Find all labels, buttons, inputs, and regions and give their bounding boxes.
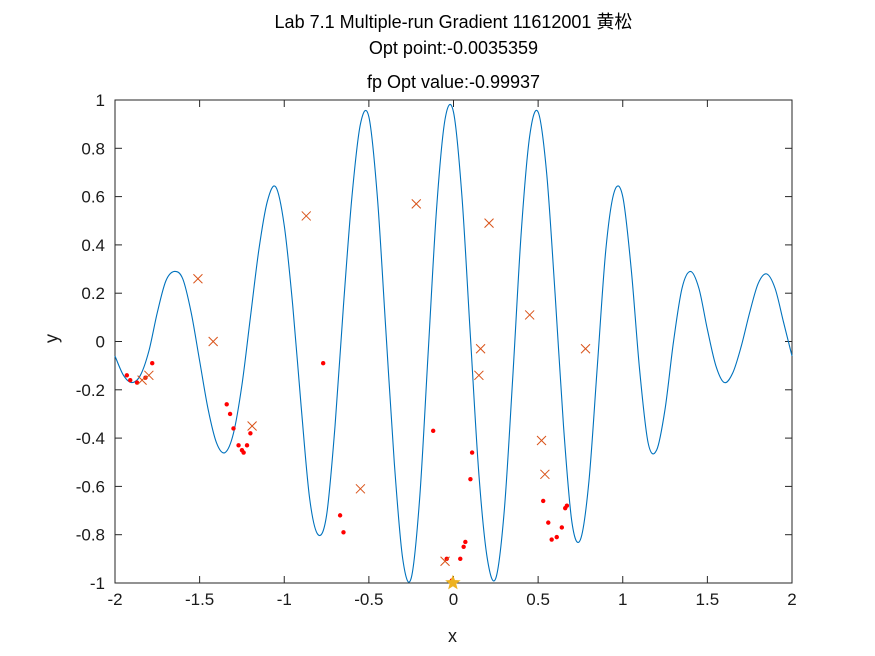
y-tick-label: 0: [96, 333, 105, 352]
x-tick-label: 0.5: [526, 590, 550, 609]
iterate-point: [231, 426, 236, 431]
iterate-point: [546, 520, 551, 525]
start-point-marker: [247, 421, 257, 431]
iterate-point: [564, 503, 570, 508]
iterate-point: [559, 525, 565, 530]
iterate-point: [227, 411, 233, 417]
iterate-point: [150, 361, 155, 366]
iterate-point: [241, 450, 246, 455]
x-tick-label: 1.5: [696, 590, 720, 609]
x-tick-label: 1: [618, 590, 627, 609]
start-point-marker: [540, 469, 550, 480]
iterate-point: [430, 428, 436, 434]
x-tick-label: -1.5: [185, 590, 214, 609]
x-tick-label: 2: [787, 590, 796, 609]
iterate-point: [554, 534, 559, 540]
y-tick-label: 0.6: [81, 188, 105, 207]
iterate-point: [458, 556, 463, 562]
iterate-point: [461, 544, 466, 549]
start-point-marker: [193, 273, 203, 284]
x-tick-label: -0.5: [354, 590, 383, 609]
iterate-point: [320, 361, 326, 366]
y-tick-label: -0.6: [76, 477, 105, 496]
start-point-marker: [301, 211, 312, 221]
function-curve: [114, 103, 793, 583]
iterate-point: [444, 556, 449, 562]
start-point-marker: [474, 370, 484, 381]
start-point-marker: [355, 483, 366, 494]
start-point-marker: [524, 310, 535, 320]
iterate-point: [541, 498, 546, 504]
start-point-marker: [475, 343, 486, 354]
iterate-point: [469, 450, 475, 455]
y-tick-label: -0.2: [76, 381, 105, 400]
iterate-point: [143, 375, 148, 380]
iterate-point: [124, 373, 130, 378]
iterate-point: [341, 530, 346, 535]
chart-subtitle-opt-value: fp Opt value:-0.99937: [366, 72, 541, 92]
x-tick-label: -1: [277, 590, 292, 609]
x-tick-label: -2: [107, 590, 122, 609]
y-tick-label: 0.2: [81, 284, 105, 303]
start-point-marker: [440, 556, 450, 567]
y-tick-label: 1: [96, 91, 105, 110]
iterate-point: [244, 443, 250, 448]
x-axis-label: x: [448, 626, 457, 646]
chart-subtitle-opt-point: Opt point:-0.0035359: [368, 38, 539, 58]
iterate-point: [236, 443, 241, 448]
y-tick-label: -0.4: [76, 429, 105, 448]
optimum-star-marker: [445, 574, 461, 590]
y-tick-label: -1: [90, 574, 105, 593]
chart-title: Lab 7.1 Multiple-run Gradient 11612001 黄…: [274, 12, 633, 32]
start-point-marker: [143, 370, 154, 381]
y-tick-label: -0.8: [76, 526, 105, 545]
start-point-marker: [411, 198, 422, 209]
iterate-point: [128, 377, 133, 383]
y-axis-label: y: [41, 334, 62, 343]
start-point-marker: [580, 343, 591, 354]
iterate-point: [224, 402, 229, 407]
iterate-point: [337, 513, 343, 518]
x-tick-label: 0: [449, 590, 458, 609]
axes-box: [114, 99, 793, 584]
start-point-marker: [137, 375, 147, 385]
start-point-marker: [536, 435, 547, 446]
iterate-point: [248, 431, 253, 436]
y-tick-label: 0.8: [81, 139, 105, 158]
y-tick-label: 0.4: [81, 236, 105, 255]
iterate-point: [463, 539, 468, 545]
start-point-marker: [208, 336, 219, 347]
iterate-point: [468, 476, 473, 482]
start-point-marker: [484, 218, 494, 229]
iterate-point: [549, 537, 554, 542]
